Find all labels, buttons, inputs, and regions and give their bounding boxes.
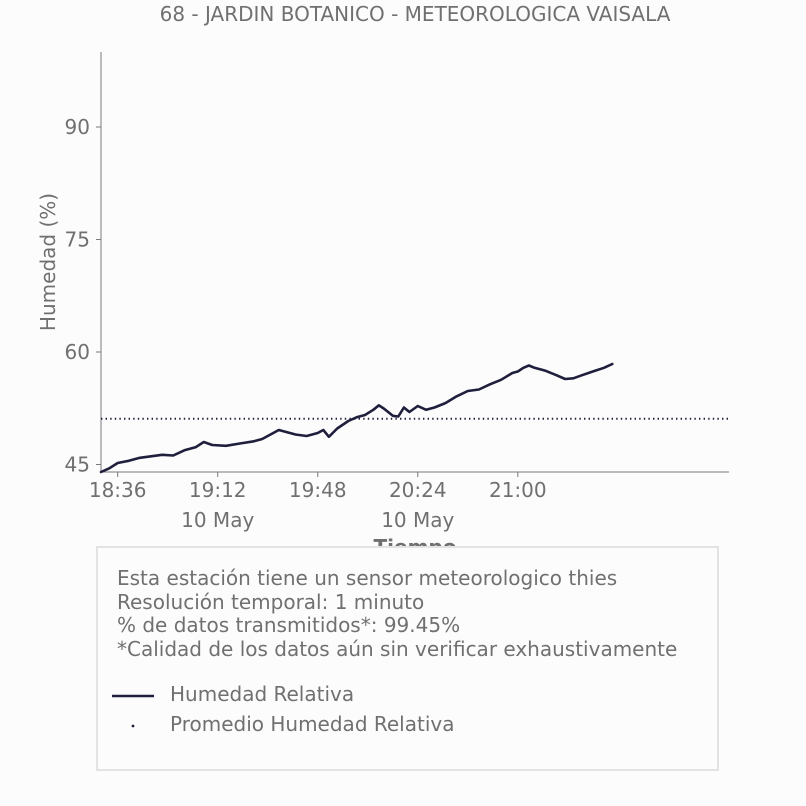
chart-marks — [99, 362, 729, 474]
y-tick-label: 90 — [65, 115, 90, 139]
x-tick-label: 19:12 — [189, 478, 247, 502]
x-tick-date-label: 10 May — [181, 508, 254, 532]
humidity-series-line — [99, 362, 614, 474]
info-text: Esta estación tiene un sensor meteorolog… — [117, 566, 678, 661]
y-tick-label: 75 — [65, 228, 90, 252]
chart-axes: 45 60 75 90 18:36 19:12 10 May 19:48 20:24 10 May… — [65, 52, 729, 532]
y-tick-label: 45 — [65, 453, 90, 477]
info-line-sensor: Esta estación tiene un sensor meteorolog… — [117, 566, 618, 590]
y-axis-label: Humedad (%) — [36, 193, 60, 331]
chart-title: 68 - JARDIN BOTANICO - METEOROLOGICA VAI… — [160, 2, 671, 26]
x-tick-label: 18:36 — [89, 478, 147, 502]
info-box: Esta estación tiene un sensor meteorolog… — [96, 546, 719, 771]
x-tick-label: 20:24 — [389, 478, 447, 502]
info-line-transmitted: % de datos transmitidos*: 99.45% — [117, 613, 461, 637]
x-tick-label: 19:48 — [289, 478, 347, 502]
info-line-resolution: Resolución temporal: 1 minuto — [117, 589, 425, 614]
x-tick-label: 21:00 — [489, 478, 547, 502]
legend-label-average: Promedio Humedad Relativa — [170, 712, 455, 736]
info-line-quality-note: *Calidad de los datos aún sin verificar … — [117, 636, 678, 661]
humidity-chart: 68 - JARDIN BOTANICO - METEOROLOGICA VAI… — [36, 2, 729, 559]
legend-label-humidity: Humedad Relativa — [170, 682, 355, 706]
x-tick-date-label: 10 May — [381, 508, 454, 532]
y-tick-label: 60 — [65, 340, 90, 364]
legend-swatch-solid — [112, 694, 154, 698]
legend-swatch-dotted — [131, 724, 135, 728]
